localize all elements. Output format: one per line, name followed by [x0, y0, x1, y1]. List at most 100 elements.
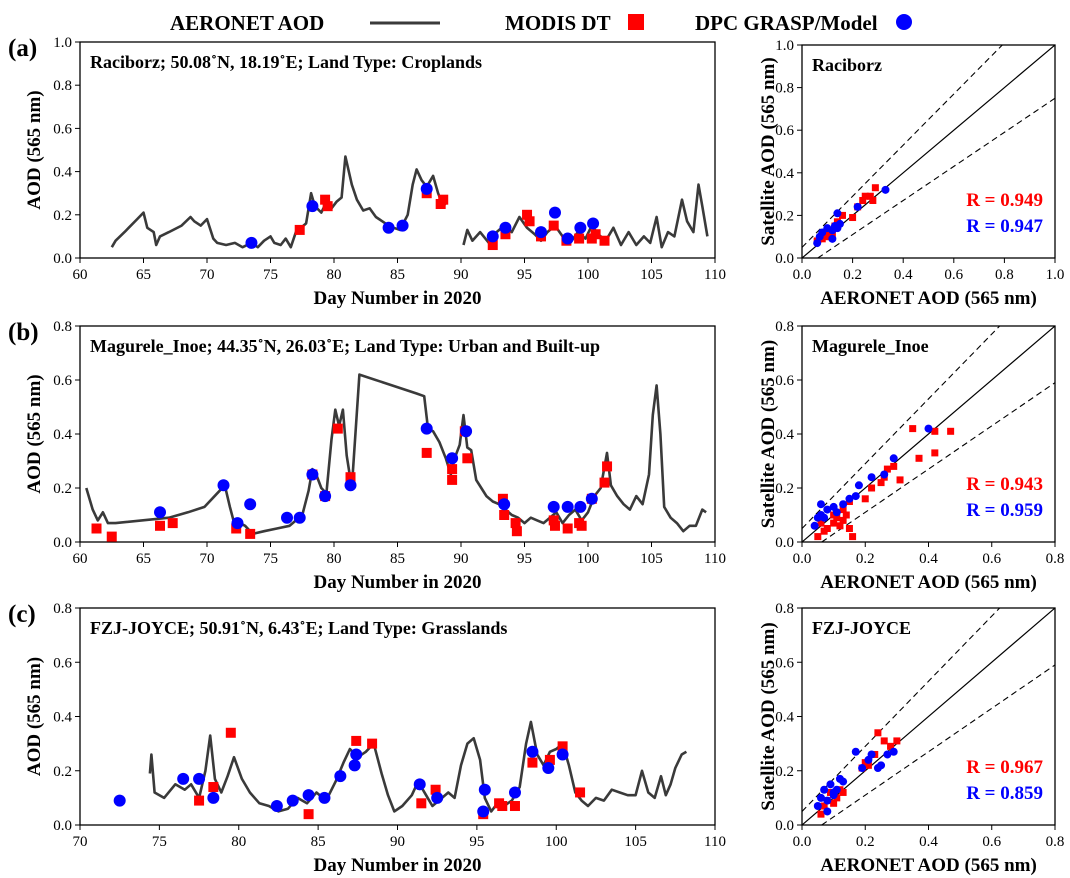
dpc-point	[396, 219, 409, 232]
modis-point	[106, 531, 117, 542]
modis-point	[497, 801, 508, 812]
x-tick-label: 110	[704, 834, 726, 850]
upper-error-envelope	[802, 326, 1001, 529]
dpc-point	[585, 492, 598, 505]
modis-point	[915, 454, 923, 462]
modis-point	[599, 235, 610, 246]
dpc-point	[835, 219, 844, 228]
dpc-point	[193, 772, 206, 785]
modis-point	[367, 738, 378, 749]
plot-area	[113, 720, 688, 820]
modis-point	[510, 518, 521, 529]
dpc-point	[877, 761, 886, 770]
dpc-point	[853, 202, 862, 211]
x-tick-label: 95	[469, 834, 484, 850]
y-axis-label: Satellite AOD (565 nm)	[758, 622, 779, 810]
x-tick-label: 80	[327, 551, 342, 567]
y-tick-label: 0.2	[53, 208, 72, 224]
modis-point	[416, 798, 427, 809]
dpc-point	[839, 777, 848, 786]
dpc-point	[823, 807, 832, 816]
x-axis-label: AERONET AOD (565 nm)	[820, 288, 1037, 309]
aeronet-series-line	[110, 155, 448, 249]
y-tick-label: 0.6	[775, 123, 794, 139]
y-tick-label: 0.2	[53, 481, 72, 497]
x-tick-label: 0.8	[995, 267, 1014, 283]
dpc-point	[350, 748, 363, 761]
dpc-point	[820, 513, 829, 522]
dpc-point	[883, 750, 892, 759]
modis-point	[322, 201, 333, 212]
x-tick-label: 0.4	[919, 834, 938, 850]
dpc-point	[816, 500, 825, 509]
y-axis-label: AOD (565 nm)	[24, 374, 45, 493]
modis-point	[823, 233, 831, 241]
dpc-point	[851, 747, 860, 756]
dpc-point	[499, 221, 512, 234]
modis-point	[931, 449, 939, 457]
x-tick-label: 0.8	[1046, 834, 1065, 850]
modis-point	[817, 810, 825, 818]
y-tick-label: 0.8	[53, 78, 72, 94]
modis-point	[830, 799, 838, 807]
dpc-point	[839, 500, 848, 509]
modis-point	[527, 757, 538, 768]
dpc-point	[245, 236, 258, 249]
y-tick-label: 0.0	[53, 535, 72, 551]
x-tick-label: 75	[152, 834, 167, 850]
panel-b-timeseries: 60 65 70 75 80 85 90 95 100 105 110 0.0 0.2 0.4 0.6 0.8…	[8, 319, 726, 593]
dpc-point	[177, 772, 190, 785]
x-tick-label: 85	[311, 834, 326, 850]
r-dpc-label: R = 0.859	[966, 783, 1043, 804]
x-tick-label: 100	[577, 551, 600, 567]
modis-point	[859, 196, 867, 204]
x-tick-label: 80	[231, 834, 246, 850]
x-tick-label: 1.0	[1046, 267, 1065, 283]
dpc-point	[574, 500, 587, 513]
modis-point	[868, 484, 876, 492]
modis-point	[871, 184, 879, 192]
dpc-point	[829, 788, 838, 797]
dpc-point	[556, 748, 569, 761]
y-tick-label: 0.0	[53, 251, 72, 267]
legend-aeronet-label: AERONET AOD	[170, 11, 324, 35]
x-tick-label: 0.2	[843, 267, 862, 283]
x-tick-label: 90	[454, 267, 469, 283]
y-tick-label: 0.4	[775, 710, 794, 726]
r-modis-label: R = 0.967	[966, 757, 1043, 778]
dpc-point	[889, 454, 898, 463]
dpc-point	[828, 234, 837, 243]
legend-modis-label: MODIS DT	[505, 11, 611, 35]
dpc-point	[587, 217, 600, 230]
plot-area	[85, 373, 707, 542]
dpc-point	[318, 791, 331, 804]
modis-point	[557, 741, 568, 752]
dpc-point	[306, 468, 319, 481]
dpc-point	[535, 226, 548, 239]
modis-point	[874, 729, 882, 737]
plot-area	[802, 608, 1055, 825]
modis-point	[599, 477, 610, 488]
x-tick-label: 100	[577, 267, 600, 283]
x-tick-label: 70	[200, 551, 215, 567]
modis-point	[320, 194, 331, 205]
aeronet-series-line	[85, 373, 707, 536]
dpc-point	[420, 182, 433, 195]
panel-a-scatter: 0.0 0.2 0.4 0.6 0.8 1.0 0.0 0.2 0.4 0.6 0.8 1.0 AERO…	[758, 38, 1065, 309]
dpc-point	[302, 789, 315, 802]
x-tick-label: 0.6	[944, 267, 963, 283]
r-modis-label: R = 0.949	[966, 190, 1043, 211]
x-tick-label: 0.0	[793, 551, 812, 567]
x-tick-label: 110	[704, 267, 726, 283]
dpc-point	[574, 221, 587, 234]
site-title: Magurele_Inoe	[812, 336, 929, 356]
r-dpc-label: R = 0.947	[966, 216, 1043, 237]
y-axis-label: Satellite AOD (565 nm)	[758, 57, 779, 245]
modis-point	[351, 735, 362, 746]
y-tick-label: 0.4	[53, 710, 72, 726]
figure-legend: AERONET AOD MODIS DT DPC GRASP/Model	[170, 11, 912, 35]
y-tick-label: 0.4	[53, 427, 72, 443]
x-tick-label: 80	[327, 267, 342, 283]
upper-error-envelope	[802, 608, 1001, 812]
